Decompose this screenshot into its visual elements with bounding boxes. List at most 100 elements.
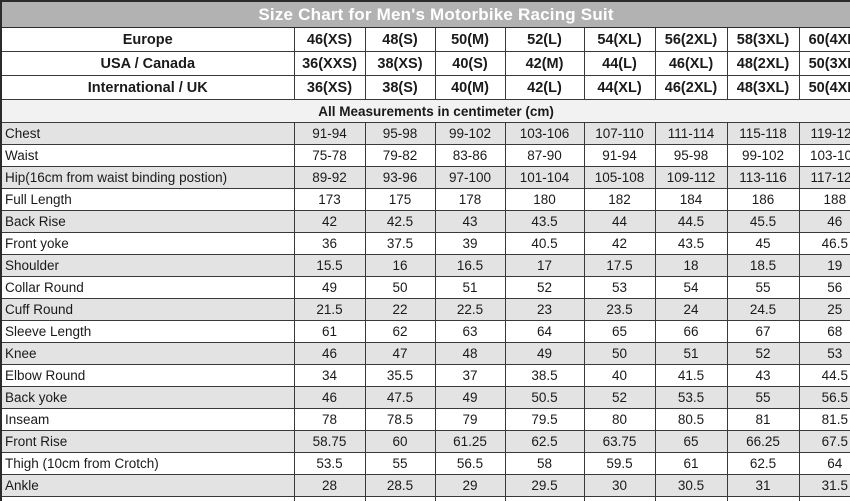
measurement-value-cell: 16.5: [434, 254, 506, 277]
table-row: Knee 46 47 48 49 50 51 52 53: [0, 342, 850, 365]
region-size-cell: 52(L): [504, 27, 585, 52]
table-row: Collar Round 49 50 51 52 53 54 55 56: [0, 276, 850, 299]
measurement-value-cell: 43.5: [654, 232, 728, 255]
region-size-cell: 54(XL): [583, 27, 656, 52]
measurement-value-cell: 97-100: [434, 166, 506, 189]
measurement-value-cell: 103-106: [798, 144, 850, 167]
measurement-value-cell: 91-94: [293, 122, 366, 145]
measurement-value-cell: 42: [583, 232, 656, 255]
region-size-cell: 44(L): [583, 51, 656, 76]
region-label: USA / Canada: [0, 51, 295, 76]
measurement-value-cell: 113-116: [726, 166, 800, 189]
measurement-value-cell: 87-90: [504, 144, 585, 167]
region-label: International / UK: [0, 75, 295, 100]
measurement-value-cell: 37.5: [364, 232, 436, 255]
measurement-value-cell: 68: [504, 496, 585, 501]
measurement-value-cell: 45: [726, 232, 800, 255]
table-row: Inseam 78 78.5 79 79.5 80 80.5 81 81.5: [0, 408, 850, 431]
measurement-value-cell: 31: [726, 474, 800, 497]
measurement-value-cell: 17.5: [583, 254, 656, 277]
measurement-value-cell: 62: [293, 496, 366, 501]
measurement-value-cell: 29: [434, 474, 506, 497]
measurement-value-cell: 49: [504, 342, 585, 365]
measurement-value-cell: 99-102: [726, 144, 800, 167]
measurement-value-cell: 42.5: [364, 210, 436, 233]
measurement-label: Shoulder: [0, 254, 295, 277]
measurement-value-cell: 62.5: [504, 430, 585, 453]
chart-title-row: Size Chart for Men's Motorbike Racing Su…: [0, 0, 850, 28]
region-size-cell: 48(3XL): [726, 75, 800, 100]
measurement-value-cell: 50: [364, 276, 436, 299]
measurement-label: Knee: [0, 342, 295, 365]
measurement-value-cell: 31.5: [798, 474, 850, 497]
measurement-label: Back Rise: [0, 210, 295, 233]
region-size-cell: 40(M): [434, 75, 506, 100]
measurement-label: Front Rise: [0, 430, 295, 453]
measurement-value-cell: 46: [293, 342, 366, 365]
measurement-value-cell: 61: [654, 452, 728, 475]
measurement-label: Crotch: [0, 496, 295, 501]
measurement-value-cell: 24.5: [726, 298, 800, 321]
measurement-label: Inseam: [0, 408, 295, 431]
measurement-value-cell: 51: [654, 342, 728, 365]
measurement-value-cell: 30.5: [654, 474, 728, 497]
table-row: Hip(16cm from waist binding postion) 89-9…: [0, 166, 850, 189]
region-size-cell: 44(XL): [583, 75, 656, 100]
region-size-cell: 56(2XL): [654, 27, 728, 52]
measurement-value-cell: 17: [504, 254, 585, 277]
measurement-value-cell: 15.5: [293, 254, 366, 277]
measurement-label: Front yoke: [0, 232, 295, 255]
region-size-cell: 36(XXS): [293, 51, 366, 76]
measurement-value-cell: 39: [434, 232, 506, 255]
measurement-label: Full Length: [0, 188, 295, 211]
measurement-unit-banner: All Measurements in centimeter (cm): [0, 99, 850, 123]
table-row: Front Rise 58.75 60 61.25 62.5 63.75 65 66.25 67…: [0, 430, 850, 453]
measurement-value-cell: 43: [726, 364, 800, 387]
measurement-value-cell: 105-108: [583, 166, 656, 189]
region-size-cell: 36(XS): [293, 75, 366, 100]
measurement-value-cell: 67: [726, 320, 800, 343]
region-size-cell: 48(S): [364, 27, 436, 52]
measurement-value-cell: 103-106: [504, 122, 585, 145]
table-row: Full Length 173 175 178 180 182 184 186 188: [0, 188, 850, 211]
measurement-value-cell: 184: [654, 188, 728, 211]
measurement-value-cell: 38.5: [504, 364, 585, 387]
region-size-cell: 38(S): [364, 75, 436, 100]
measurement-value-cell: 66.25: [726, 430, 800, 453]
table-row: Elbow Round 34 35.5 37 38.5 40 41.5 43 44.5: [0, 364, 850, 387]
chart-title: Size Chart for Men's Motorbike Racing Su…: [0, 0, 850, 28]
measurement-value-cell: 43: [434, 210, 506, 233]
measurement-value-cell: 188: [798, 188, 850, 211]
measurement-value-cell: 51: [434, 276, 506, 299]
measurement-value-cell: 41.5: [654, 364, 728, 387]
region-row: International / UK 36(XS) 38(S) 40(M) 42(L) 4…: [0, 75, 850, 100]
measurement-value-cell: 45.5: [726, 210, 800, 233]
measurement-value-cell: 40: [583, 364, 656, 387]
measurement-value-cell: 52: [504, 276, 585, 299]
measurement-value-cell: 180: [504, 188, 585, 211]
measurement-value-cell: 23: [504, 298, 585, 321]
measurement-value-cell: 50.5: [504, 386, 585, 409]
measurement-value-cell: 99-102: [434, 122, 506, 145]
measurement-value-cell: 47.5: [364, 386, 436, 409]
measurement-value-cell: 16: [364, 254, 436, 277]
measurement-value-cell: 52: [583, 386, 656, 409]
measurement-value-cell: 78.5: [364, 408, 436, 431]
measurement-value-cell: 79-82: [364, 144, 436, 167]
measurement-value-cell: 89-92: [293, 166, 366, 189]
table-row: Sleeve Length 61 62 63 64 65 66 67 68: [0, 320, 850, 343]
region-size-cell: 58(3XL): [726, 27, 800, 52]
region-row: Europe 46(XS) 48(S) 50(M) 52(L) 54(XL) 56(2XL)…: [0, 27, 850, 52]
measurement-value-cell: 74: [726, 496, 800, 501]
measurement-value-cell: 55: [726, 276, 800, 299]
measurement-value-cell: 35.5: [364, 364, 436, 387]
measurement-value-cell: 22.5: [434, 298, 506, 321]
measurement-value-cell: 24: [654, 298, 728, 321]
measurement-value-cell: 56: [798, 276, 850, 299]
measurement-value-cell: 58: [504, 452, 585, 475]
measurement-value-cell: 59.5: [583, 452, 656, 475]
measurement-value-cell: 46: [798, 210, 850, 233]
table-row: Waist 75-78 79-82 83-86 87-90 91-94 95-98 99-10…: [0, 144, 850, 167]
measurement-value-cell: 107-110: [583, 122, 656, 145]
